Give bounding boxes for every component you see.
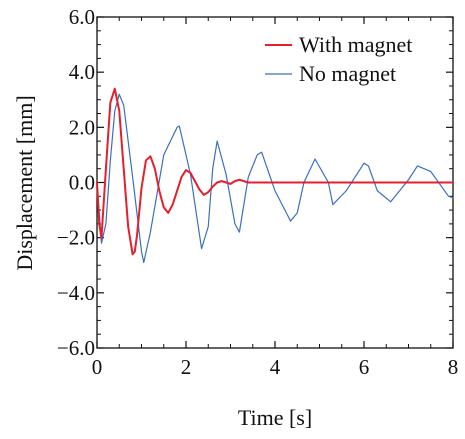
y-tick-label: 0.0 [69, 171, 95, 195]
y-tick-label: −6.0 [57, 336, 95, 360]
x-tick-label: 0 [92, 355, 103, 379]
legend-label-with-magnet: With magnet [299, 32, 412, 57]
legend: With magnet No magnet [265, 32, 412, 86]
x-axis-label: Time [s] [238, 405, 312, 430]
y-tick-label: −2.0 [57, 226, 95, 250]
series-line-no-magnet [96, 93, 454, 264]
series-lines [96, 87, 454, 264]
y-tick-label: −4.0 [57, 281, 95, 305]
tick-marks [96, 16, 454, 349]
y-tick-label: 4.0 [69, 60, 95, 84]
series-line-with-magnet [96, 87, 454, 256]
y-axis-label: Displacement [mm] [12, 95, 37, 270]
x-tick-label: 8 [448, 355, 459, 379]
y-tick-label: 6.0 [69, 5, 95, 29]
tick-labels: 0 2 4 6 8 −6.0 −4.0 −2.0 0.0 2.0 4.0 6.0 [57, 5, 458, 379]
x-tick-label: 6 [359, 355, 370, 379]
x-tick-label: 4 [270, 355, 281, 379]
y-tick-label: 2.0 [69, 115, 95, 139]
x-tick-label: 2 [181, 355, 192, 379]
legend-label-no-magnet: No magnet [299, 61, 396, 86]
